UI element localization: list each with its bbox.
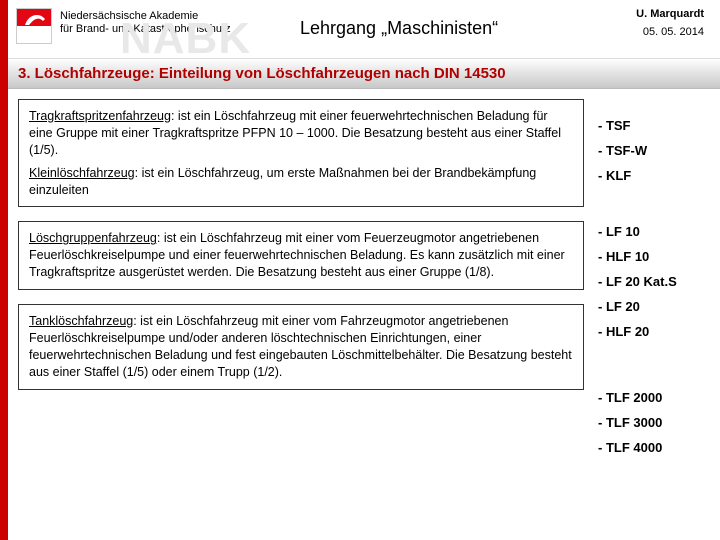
vehicle-code: - LF 10: [594, 221, 706, 242]
watermark-text: NABK: [120, 14, 251, 64]
vehicle-term: Tragkraftspritzenfahrzeug: [29, 109, 171, 123]
definition-paragraph: Tragkraftspritzenfahrzeug: ist ein Lösch…: [29, 108, 573, 159]
document-date: 05. 05. 2014: [636, 24, 704, 42]
code-group: - LF 10 - HLF 10 - LF 20 Kat.S - LF 20 - HLF…: [594, 215, 706, 347]
vehicle-code: - HLF 20: [594, 321, 706, 342]
vehicle-codes-column: - TSF - TSF-W - KLF - LF 10 - HLF 10 - LF 20 …: [594, 99, 706, 483]
definition-box: Tragkraftspritzenfahrzeug: ist ein Lösch…: [18, 99, 584, 207]
vehicle-code: - HLF 10: [594, 246, 706, 267]
vehicle-code: - LF 20 Kat.S: [594, 271, 706, 292]
definition-paragraph: Tanklöschfahrzeug: ist ein Löschfahrzeug…: [29, 313, 573, 381]
vehicle-code: - TSF: [594, 115, 706, 136]
definition-paragraph: Löschgruppenfahrzeug: ist ein Löschfahrz…: [29, 230, 573, 281]
vehicle-code: - LF 20: [594, 296, 706, 317]
state-crest-logo: [16, 8, 52, 44]
vehicle-code: - TLF 4000: [594, 437, 706, 458]
vehicle-code: - TLF 2000: [594, 387, 706, 408]
vehicle-term: Tanklöschfahrzeug: [29, 314, 133, 328]
header: Niedersächsische Akademie für Brand- und…: [0, 0, 720, 56]
code-group: - TSF - TSF-W - KLF: [594, 99, 706, 201]
section-heading: 3. Löschfahrzeuge: Einteilung von Löschf…: [8, 58, 720, 89]
meta-block: U. Marquardt 05. 05. 2014: [636, 6, 704, 41]
author-name: U. Marquardt: [636, 6, 704, 24]
definition-box: Tanklöschfahrzeug: ist ein Löschfahrzeug…: [18, 304, 584, 390]
definition-box: Löschgruppenfahrzeug: ist ein Löschfahrz…: [18, 221, 584, 290]
vehicle-code: - TLF 3000: [594, 412, 706, 433]
code-group: - TLF 2000 - TLF 3000 - TLF 4000: [594, 361, 706, 483]
definitions-column: Tragkraftspritzenfahrzeug: ist ein Lösch…: [18, 99, 584, 483]
left-red-stripe: [0, 0, 8, 540]
course-title: Lehrgang „Maschinisten“: [300, 18, 498, 39]
content-area: Tragkraftspritzenfahrzeug: ist ein Lösch…: [0, 89, 720, 493]
vehicle-code: - KLF: [594, 165, 706, 186]
definition-paragraph: Kleinlöschfahrzeug: ist ein Löschfahrzeu…: [29, 165, 573, 199]
horse-icon: [21, 11, 49, 29]
vehicle-term: Löschgruppenfahrzeug: [29, 231, 157, 245]
vehicle-code: - TSF-W: [594, 140, 706, 161]
vehicle-term: Kleinlöschfahrzeug: [29, 166, 135, 180]
